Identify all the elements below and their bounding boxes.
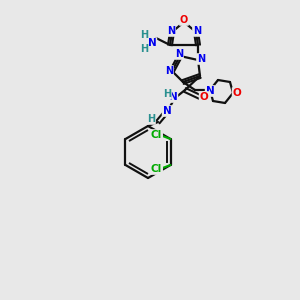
Text: O: O <box>232 88 242 98</box>
Text: H: H <box>140 30 148 40</box>
Text: H: H <box>140 44 148 54</box>
Text: N: N <box>175 49 183 59</box>
Text: Cl: Cl <box>151 130 162 140</box>
Text: O: O <box>180 15 188 25</box>
Text: N: N <box>167 26 175 36</box>
Text: N: N <box>193 26 201 36</box>
Text: H: H <box>163 89 171 99</box>
Text: N: N <box>206 86 214 96</box>
Text: H: H <box>147 114 155 124</box>
Text: N: N <box>197 54 205 64</box>
Text: O: O <box>200 92 208 102</box>
Text: Cl: Cl <box>151 164 162 174</box>
Text: N: N <box>163 106 171 116</box>
Text: N: N <box>169 92 177 102</box>
Text: N: N <box>148 38 156 48</box>
Text: N: N <box>165 66 173 76</box>
